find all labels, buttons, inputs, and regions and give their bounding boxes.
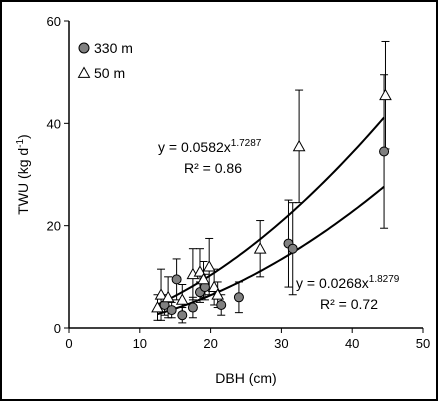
x-tick-label: 10: [133, 336, 147, 351]
fit-equation-50m-prefix: y = 0.0582x: [158, 139, 231, 155]
data-point-330m: [171, 274, 182, 285]
data-point-330m: [287, 243, 298, 254]
fit-equation-50m-exp: 1.7287: [231, 138, 262, 149]
fit-curve-1: [157, 116, 385, 306]
data-point-50m: [253, 242, 267, 254]
data-point-330m: [233, 292, 244, 303]
legend: 330 m 50 m: [77, 40, 133, 81]
fit-equation-330m-prefix: y = 0.0268x: [296, 275, 369, 291]
data-point-50m: [197, 272, 210, 285]
fit-r2-50m: R² = 0.86: [184, 160, 242, 176]
y-axis-label-main: TWU (kg d: [15, 148, 31, 215]
data-point-50m: [175, 293, 189, 305]
x-tick-label: 20: [203, 336, 217, 351]
data-point-330m: [216, 299, 227, 310]
y-tick-label: 60: [47, 14, 61, 29]
fit-equation-330m-exp: 1.8279: [369, 274, 400, 285]
data-point-50m: [211, 288, 225, 300]
data-point-330m: [177, 310, 188, 321]
legend-label-50: 50 m: [94, 65, 125, 81]
fit-equation-50m: y = 0.0582x1.7287 R² = 0.86: [158, 138, 262, 176]
fit-r2-330m: R² = 0.72: [320, 296, 378, 312]
ticks: 0 10 20 30 40 50 0 20 40 60: [47, 14, 431, 351]
data-point-50m: [151, 301, 164, 313]
x-axis-label: DBH (cm): [215, 370, 276, 386]
y-axis-label: TWU (kg d-1): [15, 134, 31, 214]
axes: [68, 21, 423, 329]
data-point-50m: [379, 88, 392, 101]
x-tick-label: 50: [416, 336, 430, 351]
data-point-50m: [193, 265, 207, 277]
y-axis-label-tail: ): [15, 134, 31, 139]
legend-label-330: 330 m: [94, 40, 133, 56]
data-point-330m: [379, 146, 390, 157]
x-tick-label: 30: [274, 336, 288, 351]
data-point-50m: [292, 139, 306, 152]
legend-marker-50: [77, 66, 91, 78]
data-point-50m: [154, 288, 168, 300]
fit-equation-330m: y = 0.0268x1.8279 R² = 0.72: [296, 274, 400, 312]
y-axis-label-sup: -1: [15, 139, 26, 148]
x-tick-label: 0: [65, 336, 72, 351]
y-tick-label: 40: [47, 116, 61, 131]
legend-marker-330: [78, 42, 90, 54]
data-point-50m: [202, 260, 216, 272]
fit-equation-330m-text: y = 0.0268x1.8279: [296, 274, 400, 291]
fit-equation-50m-text: y = 0.0582x1.7287: [158, 138, 262, 155]
x-tick-label: 40: [345, 336, 359, 351]
data-point-330m: [166, 305, 177, 316]
data-point-330m: [187, 302, 198, 313]
fit-curves: [157, 116, 385, 316]
data-point-50m: [161, 290, 175, 303]
y-tick-label: 20: [47, 219, 61, 234]
y-tick-label: 0: [54, 321, 61, 336]
data-points: [151, 88, 392, 321]
fit-curve-0: [157, 185, 385, 316]
data-point-50m: [207, 280, 221, 292]
